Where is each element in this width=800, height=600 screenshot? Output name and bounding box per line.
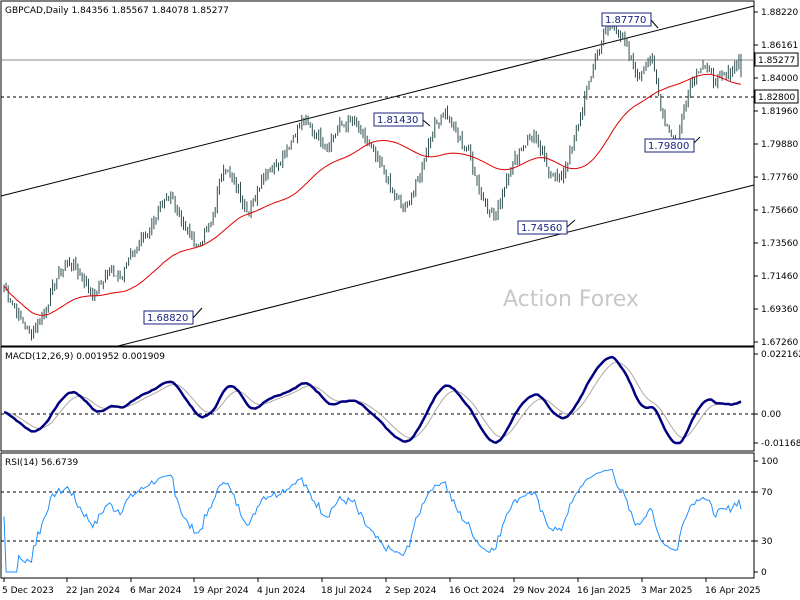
svg-text:18 Jul 2024: 18 Jul 2024 — [321, 586, 372, 596]
channel-upper — [0, 5, 755, 197]
svg-text:1.85277: 1.85277 — [758, 56, 795, 66]
svg-text:0: 0 — [761, 568, 767, 578]
svg-text:0.022162: 0.022162 — [761, 350, 800, 360]
svg-text:100: 100 — [761, 457, 778, 467]
svg-text:1.82800: 1.82800 — [758, 93, 795, 103]
svg-text:1.79880: 1.79880 — [761, 140, 798, 150]
rsi-axis: 100 70 30 0 — [754, 457, 778, 578]
svg-text:1.71460: 1.71460 — [761, 272, 798, 282]
macd-label: MACD(12,26,9) 0.001952 0.001909 — [5, 352, 165, 362]
chart-title: GBPCAD,Daily 1.84356 1.85567 1.84078 1.8… — [5, 6, 229, 16]
svg-text:16 Oct 2024: 16 Oct 2024 — [449, 586, 505, 596]
svg-text:6 Mar 2024: 6 Mar 2024 — [130, 586, 182, 596]
svg-text:16 Jan 2025: 16 Jan 2025 — [577, 586, 631, 596]
svg-text:1.75660: 1.75660 — [761, 206, 798, 216]
svg-text:70: 70 — [761, 488, 773, 498]
svg-text:1.81430: 1.81430 — [377, 115, 418, 126]
rsi-label: RSI(14) 56.6739 — [5, 458, 78, 468]
svg-text:1.68820: 1.68820 — [147, 313, 188, 324]
svg-text:4 Jun 2024: 4 Jun 2024 — [257, 586, 306, 596]
macd-signal-line — [3, 361, 742, 439]
svg-text:19 Apr 2024: 19 Apr 2024 — [193, 586, 249, 596]
svg-text:30: 30 — [761, 537, 773, 547]
svg-text:29 Nov 2024: 29 Nov 2024 — [513, 586, 571, 596]
svg-text:22 Jan 2024: 22 Jan 2024 — [66, 586, 120, 596]
svg-text:1.77760: 1.77760 — [761, 173, 798, 183]
svg-text:1.87770: 1.87770 — [605, 15, 646, 26]
svg-text:1.84000: 1.84000 — [761, 74, 798, 84]
level-price-tag: 1.82800 — [754, 89, 799, 104]
callout-3: 1.74560 — [517, 219, 576, 235]
callout-4: 1.87770 — [601, 12, 659, 29]
rsi-panel — [0, 452, 755, 579]
callout-2: 1.81430 — [373, 112, 431, 127]
svg-text:0.00: 0.00 — [761, 410, 781, 420]
svg-text:1.86161: 1.86161 — [761, 41, 798, 51]
svg-text:3 Mar 2025: 3 Mar 2025 — [641, 586, 692, 596]
moving-average-line — [3, 73, 742, 316]
macd-line — [3, 355, 742, 445]
channel-lower — [117, 184, 755, 347]
svg-text:1.73560: 1.73560 — [761, 239, 798, 249]
callout-1: 1.68820 — [143, 307, 203, 325]
svg-text:16 Apr 2025: 16 Apr 2025 — [705, 586, 761, 596]
macd-panel — [0, 346, 755, 452]
svg-text:2 Sep 2024: 2 Sep 2024 — [385, 586, 437, 596]
svg-text:1.79800: 1.79800 — [648, 141, 689, 152]
macd-axis: 0.022162 0.00 -0.011689 — [754, 350, 800, 449]
svg-text:1.74560: 1.74560 — [521, 223, 562, 234]
callout-5: 1.79800 — [644, 136, 701, 153]
svg-text:-0.011689: -0.011689 — [761, 439, 800, 449]
price-axis: 1.88220 1.86161 1.84000 1.81960 1.79880 … — [754, 8, 798, 348]
svg-text:1.69360: 1.69360 — [761, 305, 798, 315]
svg-text:1.88220: 1.88220 — [761, 8, 798, 18]
watermark: Action Forex — [503, 287, 639, 312]
svg-text:1.67260: 1.67260 — [761, 338, 798, 348]
svg-text:1.81960: 1.81960 — [761, 107, 798, 117]
rsi-line — [3, 468, 742, 573]
candles — [3, 14, 742, 341]
x-axis: 5 Dec 2023 22 Jan 2024 6 Mar 2024 19 Apr… — [2, 578, 761, 596]
svg-text:5 Dec 2023: 5 Dec 2023 — [2, 586, 54, 596]
current-price-tag: 1.85277 — [754, 52, 799, 67]
price-panel — [0, 0, 755, 347]
